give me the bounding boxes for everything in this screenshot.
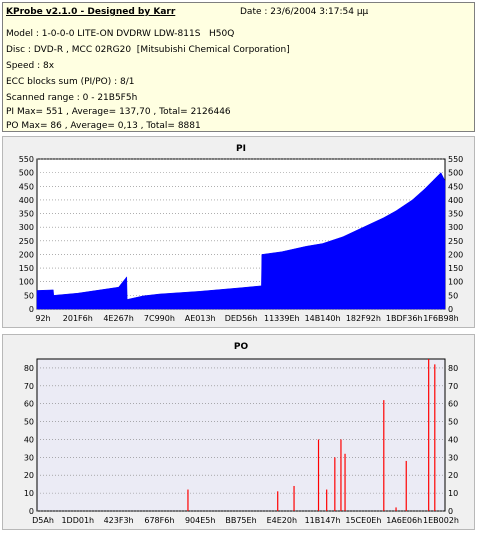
- po-chart: PO 0 0 10 10 20 20 30 30 40 40 50 50 60 60 70 70 80 80 D5Ah…: [24, 342, 459, 525]
- y-tick-label-left: 0: [29, 305, 34, 314]
- pi-stats: PI Max= 551 , Average= 137,70 , Total= 2…: [6, 107, 231, 117]
- po-chart-panel: PO 0 0 10 10 20 20 30 30 40 40 50 50 60 60 70 70 80 80 D5Ah…: [2, 334, 475, 530]
- x-tick-label: D5Ah: [32, 516, 54, 525]
- y-tick-label-right: 400: [448, 196, 463, 205]
- y-tick-label-left: 100: [19, 278, 34, 287]
- y-tick-label-left: 20: [24, 471, 34, 480]
- y-tick-label-right: 70: [448, 382, 458, 391]
- scan-speed: Speed : 8x: [6, 61, 55, 71]
- x-tick-label: 15CE0Eh: [345, 516, 381, 525]
- x-tick-label: 1BDF36h: [386, 314, 423, 323]
- y-tick-label-left: 10: [24, 489, 34, 498]
- x-tick-label: 1A6E06h: [386, 516, 422, 525]
- y-tick-label-right: 550: [448, 155, 463, 164]
- x-tick-label: 678F6h: [144, 516, 174, 525]
- y-tick-label-right: 10: [448, 489, 458, 498]
- x-tick-label: 11B147h: [305, 516, 341, 525]
- y-tick-label-left: 70: [24, 382, 34, 391]
- y-tick-label-right: 20: [448, 471, 458, 480]
- y-tick-label-right: 0: [448, 305, 453, 314]
- x-tick-label: AE013h: [185, 314, 216, 323]
- x-tick-label: DED56h: [225, 314, 258, 323]
- y-tick-label-left: 250: [19, 237, 34, 246]
- x-tick-label: E4E20h: [267, 516, 297, 525]
- y-tick-label-left: 50: [24, 291, 34, 300]
- info-panel: KProbe v2.1.0 - Designed by Karr Date : …: [2, 2, 475, 132]
- y-tick-label-left: 500: [19, 169, 34, 178]
- pi-series-area: [36, 172, 446, 310]
- y-tick-label-right: 250: [448, 237, 463, 246]
- y-tick-label-left: 40: [24, 435, 34, 444]
- x-tick-label: 182F92h: [346, 314, 381, 323]
- y-tick-label-right: 150: [448, 264, 463, 273]
- x-tick-label: 11339Eh: [264, 314, 300, 323]
- x-tick-label: 1F6B98h: [423, 314, 459, 323]
- chart-title: PO: [234, 342, 249, 352]
- x-tick-label: 201F6h: [63, 314, 93, 323]
- x-tick-label: 1EB002h: [423, 516, 459, 525]
- y-tick-label-left: 50: [24, 418, 34, 427]
- y-tick-label-right: 80: [448, 364, 458, 373]
- y-tick-label-left: 60: [24, 400, 34, 409]
- scan-date: Date : 23/6/2004 3:17:54 μμ: [240, 7, 369, 17]
- pi-chart-panel: PI 0 0 50 50 100 100 150 150 200 200 250 250 300 300 35…: [2, 136, 475, 328]
- y-tick-label-right: 300: [448, 223, 463, 232]
- y-tick-label-right: 350: [448, 210, 463, 219]
- y-tick-label-left: 80: [24, 364, 34, 373]
- x-tick-label: 423F3h: [104, 516, 134, 525]
- y-tick-label-left: 300: [19, 223, 34, 232]
- y-tick-label-left: 150: [19, 264, 34, 273]
- x-tick-label: 92h: [35, 314, 50, 323]
- ecc-blocks: ECC blocks sum (PI/PO) : 8/1: [6, 77, 135, 87]
- app-title: KProbe v2.1.0 - Designed by Karr: [6, 7, 176, 17]
- drive-model: Model : 1-0-0-0 LITE-ON DVDRW LDW-811S H…: [6, 29, 235, 39]
- y-tick-label-left: 550: [19, 155, 34, 164]
- disc-info: Disc : DVD-R , MCC 02RG20 [Mitsubishi Ch…: [6, 45, 290, 55]
- y-tick-label-left: 350: [19, 210, 34, 219]
- y-tick-label-left: 450: [19, 182, 34, 191]
- y-tick-label-right: 450: [448, 182, 463, 191]
- po-stats: PO Max= 86 , Average= 0,13 , Total= 8881: [6, 121, 201, 131]
- y-tick-label-left: 0: [29, 507, 34, 516]
- x-tick-label: 904E5h: [185, 516, 215, 525]
- y-tick-label-right: 30: [448, 453, 458, 462]
- y-tick-label-right: 500: [448, 169, 463, 178]
- x-tick-label: BB75Eh: [225, 516, 256, 525]
- y-tick-label-right: 100: [448, 278, 463, 287]
- y-tick-label-right: 40: [448, 435, 458, 444]
- x-tick-label: 7C990h: [144, 314, 175, 323]
- y-tick-label-left: 400: [19, 196, 34, 205]
- y-tick-label-right: 200: [448, 250, 463, 259]
- scanned-range: Scanned range : 0 - 21B5F5h: [6, 93, 138, 103]
- x-tick-label: 14B140h: [305, 314, 341, 323]
- plot-area: [36, 358, 446, 512]
- y-tick-label-right: 60: [448, 400, 458, 409]
- y-tick-label-right: 50: [448, 291, 458, 300]
- y-tick-label-right: 50: [448, 418, 458, 427]
- x-tick-label: 4E267h: [103, 314, 133, 323]
- x-tick-label: 1DD01h: [61, 516, 94, 525]
- chart-title: PI: [236, 144, 246, 154]
- pi-chart: PI 0 0 50 50 100 100 150 150 200 200 250 250 300 300 35…: [19, 144, 464, 323]
- y-tick-label-left: 200: [19, 250, 34, 259]
- y-tick-label-right: 0: [448, 507, 453, 516]
- y-tick-label-left: 30: [24, 453, 34, 462]
